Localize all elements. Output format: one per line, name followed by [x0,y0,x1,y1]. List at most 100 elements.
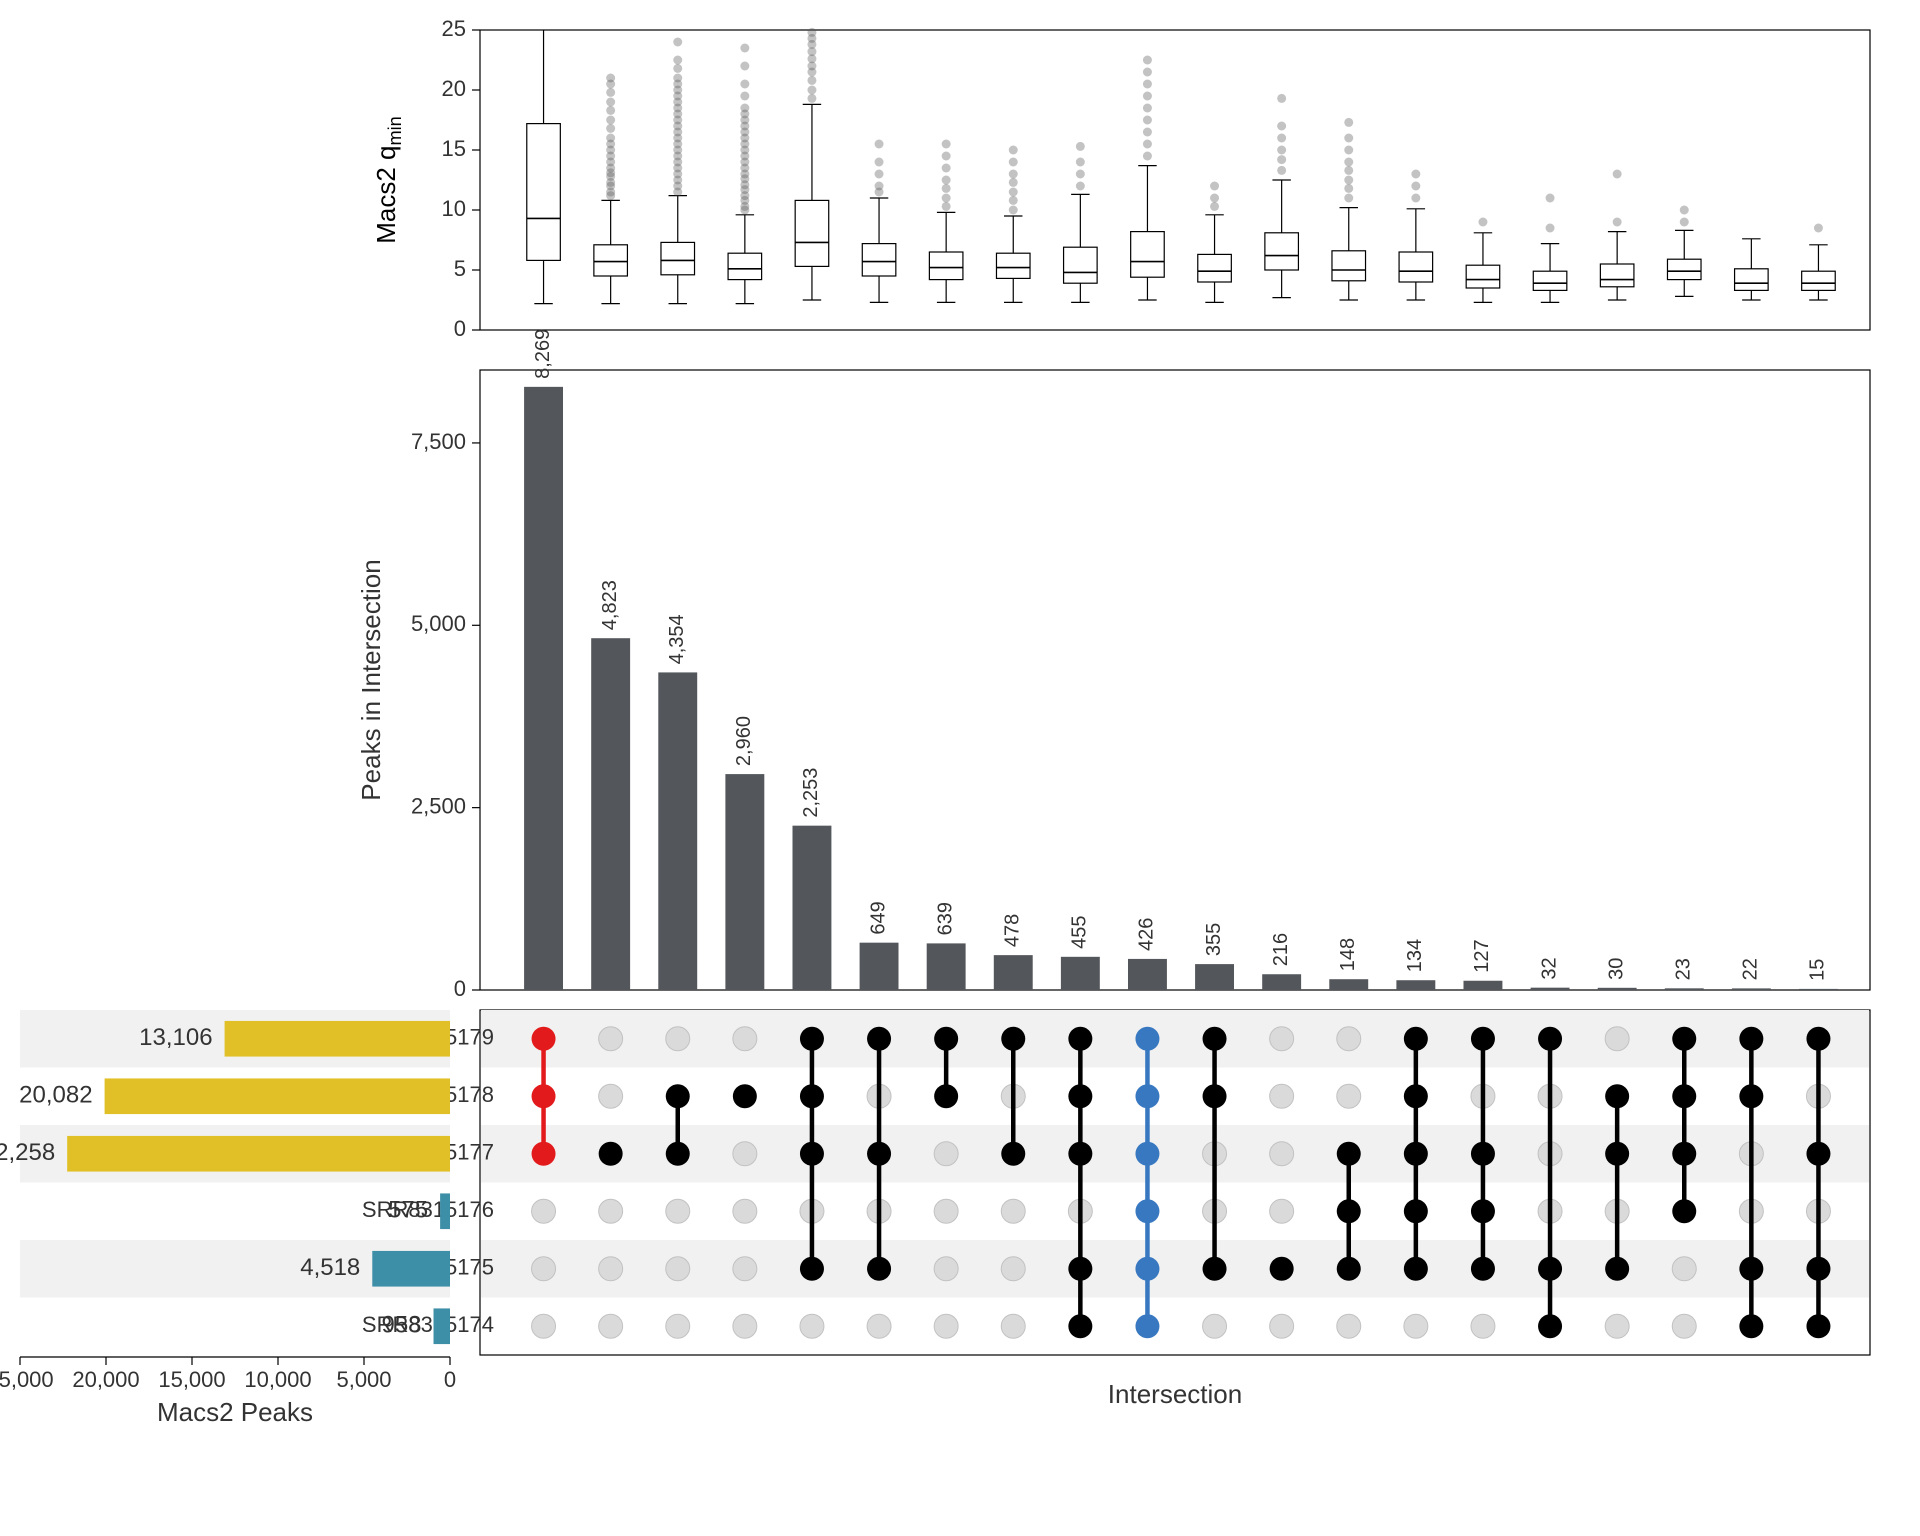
outlier [807,76,816,85]
outlier [1277,134,1286,143]
intersection-bar [994,955,1033,990]
outlier [942,184,951,193]
outlier [1143,80,1152,89]
matrix-dot-active [1001,1027,1025,1051]
outlier [1680,218,1689,227]
intersection-bars: 02,5005,0007,500Peaks in Intersection8,2… [356,329,1870,1001]
matrix-dot-active [733,1084,757,1108]
outlier [1009,196,1018,205]
matrix-dot-active [1404,1257,1428,1281]
outlier [1344,146,1353,155]
intersection-bar-value: 8,269 [532,329,554,379]
box [862,244,896,276]
matrix-dot-active [1806,1314,1830,1338]
matrix-dot-inactive [1605,1027,1629,1051]
intersection-bar-value: 15 [1807,959,1829,981]
outlier [1210,202,1219,211]
intersection-bar-value: 455 [1069,915,1091,948]
intersection-bar [1531,988,1570,990]
matrix-dot-active [867,1257,891,1281]
matrix-dot-active [1605,1142,1629,1166]
intersection-bar [658,672,697,990]
svg-text:25: 25 [442,16,466,41]
matrix-dot-active [1203,1027,1227,1051]
setsize-bar [372,1251,450,1287]
outlier [942,176,951,185]
matrix-dot-inactive [666,1314,690,1338]
intersection-bar-value: 32 [1538,957,1560,979]
matrix-dot-inactive [666,1257,690,1281]
svg-text:15: 15 [442,136,466,161]
outlier [606,124,615,133]
matrix-dot-inactive [1001,1257,1025,1281]
intersection-bar [1262,974,1301,990]
matrix-dot-active [867,1027,891,1051]
matrix-dot-inactive [666,1027,690,1051]
matrix-dot-inactive [1337,1027,1361,1051]
outlier [1076,170,1085,179]
intersection-bar [1732,988,1771,990]
outlier [1076,158,1085,167]
svg-text:10: 10 [442,196,466,221]
outlier [1009,170,1018,179]
outlier [740,44,749,53]
intersection-bar [1195,964,1234,990]
outlier [1277,94,1286,103]
intersection-bar-value: 134 [1404,939,1426,972]
intersection-bar [591,638,630,990]
outlier [1009,188,1018,197]
matrix-dot-active [1135,1199,1159,1223]
outlier [1143,68,1152,77]
outlier [1344,194,1353,203]
setsize-value: 958 [381,1312,421,1339]
matrix-dot-active [1538,1257,1562,1281]
outlier [875,170,884,179]
outlier [1546,224,1555,233]
outlier [1143,92,1152,101]
intersection-bar [1396,980,1435,990]
intersection-bar-value: 2,253 [800,768,822,818]
setsize-xlabel: Macs2 Peaks [157,1397,313,1427]
outlier [1613,218,1622,227]
setsize-value: 13,106 [139,1024,212,1051]
matrix-dot-active [532,1027,556,1051]
matrix-dot-inactive [1270,1084,1294,1108]
outlier [1277,166,1286,175]
box [1466,265,1500,288]
outlier [1411,182,1420,191]
box [1399,252,1433,282]
outlier [673,38,682,47]
outlier [1143,104,1152,113]
outlier [673,56,682,65]
matrix-dot-active [934,1027,958,1051]
svg-text:0: 0 [444,1367,456,1392]
setsize-value: 22,258 [0,1139,55,1166]
matrix-dot-active [1337,1142,1361,1166]
outlier [1143,128,1152,137]
outlier [1009,206,1018,215]
intersection-bar-value: 216 [1270,933,1292,966]
intersection-bar-value: 127 [1471,939,1493,972]
matrix-dot-active [800,1084,824,1108]
matrix-dot-active [666,1142,690,1166]
svg-text:10,000: 10,000 [244,1367,311,1392]
box [594,245,628,276]
matrix-dot-active [1337,1257,1361,1281]
outlier [1143,152,1152,161]
outlier [942,140,951,149]
matrix-dot-active [1672,1027,1696,1051]
matrix-dot-active [1538,1314,1562,1338]
matrix-dot-inactive [1270,1199,1294,1223]
matrix-dot-inactive [1672,1257,1696,1281]
box [1802,271,1836,290]
matrix-dot-active [934,1084,958,1108]
outlier [606,134,615,143]
matrix-dot-inactive [1001,1314,1025,1338]
outlier [875,158,884,167]
box [1265,233,1299,270]
outlier [1344,166,1353,175]
matrix-dot-active [1538,1027,1562,1051]
box [1600,264,1634,287]
boxplot-ylabel: Macs2 qmin [371,116,405,244]
matrix-dot-active [1739,1084,1763,1108]
